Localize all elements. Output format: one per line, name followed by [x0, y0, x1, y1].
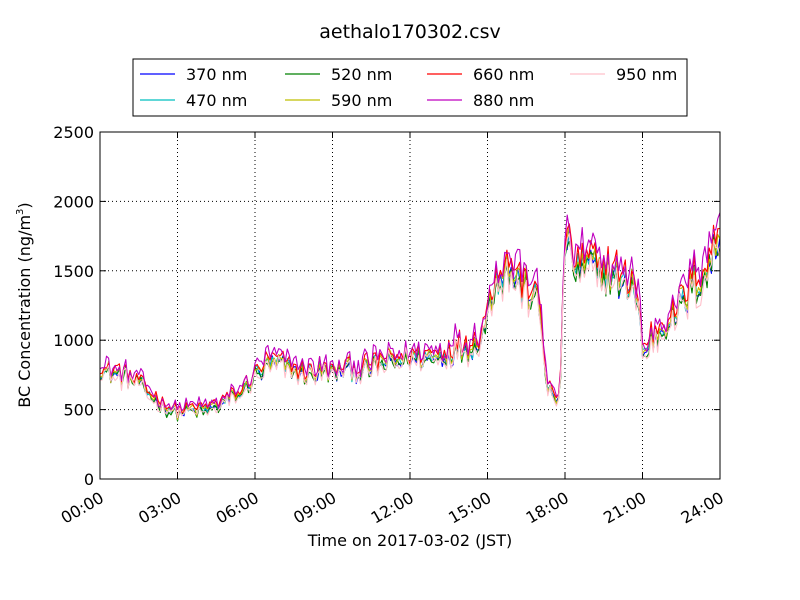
legend-box [132, 58, 688, 117]
series-line [99, 233, 721, 419]
y-tick-label: 1500 [53, 262, 94, 281]
legend-label: 370 nm [186, 65, 247, 84]
legend-label: 590 nm [331, 91, 392, 110]
x-axis-label: Time on 2017-03-02 (JST) [307, 531, 512, 550]
chart-title: aethalo170302.csv [319, 21, 501, 43]
series-line [99, 224, 721, 421]
y-tick-label: 1000 [53, 331, 94, 350]
y-tick-label: 0 [84, 470, 94, 489]
legend-label: 470 nm [186, 91, 247, 110]
y-axis-label-main: BC Concentration (ng/m [15, 215, 34, 408]
y-axis-label-close: ) [15, 202, 34, 208]
legend-label: 520 nm [331, 65, 392, 84]
y-axis-label: BC Concentration (ng/m3) [15, 202, 34, 407]
series-lines [99, 212, 721, 422]
legend-label: 660 nm [473, 65, 534, 84]
legend-label: 880 nm [473, 91, 534, 110]
y-ticks: 0 500 1000 1500 2000 2500 [53, 123, 720, 489]
legend-label: 950 nm [616, 65, 677, 84]
legend: 370 nm 470 nm 520 nm 590 nm 660 nm 880 nm 950 … [132, 58, 688, 117]
series-line [99, 212, 721, 412]
y-tick-label: 2500 [53, 123, 94, 142]
y-tick-label: 2000 [53, 192, 94, 211]
y-tick-label: 500 [63, 401, 94, 420]
series-line [99, 223, 721, 419]
y-axis-label-superscript: 3 [15, 209, 26, 215]
